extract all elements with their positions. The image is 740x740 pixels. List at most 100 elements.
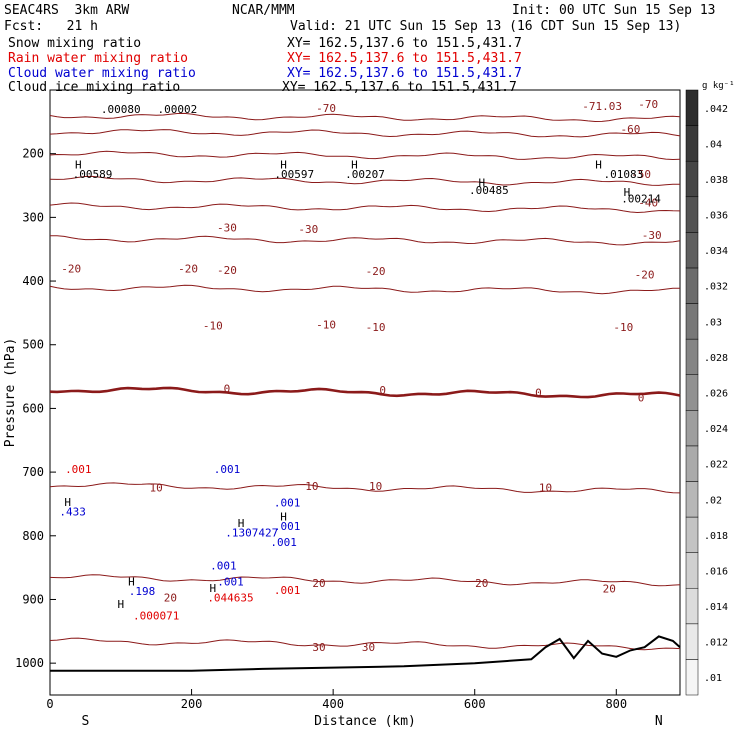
isotherm-line xyxy=(49,637,681,651)
colorbar-label: .016 xyxy=(704,566,728,577)
isotherm-label: 10 xyxy=(369,480,382,493)
maximum-value: .00597 xyxy=(274,168,314,181)
chart-title-model: SEAC4RS 3km ARW xyxy=(4,3,130,18)
isotherm-label: 0 xyxy=(638,392,645,405)
y-tick-label: 500 xyxy=(22,338,44,352)
colorbar-segment xyxy=(685,445,699,482)
colorbar-label: .032 xyxy=(704,282,728,293)
colorbar-unit: g kg⁻¹ xyxy=(702,81,735,91)
isotherm-label: -30 xyxy=(217,222,237,235)
isotherm-label: -50 xyxy=(631,168,651,181)
chart-title-init: Init: 00 UTC Sun 15 Sep 13 xyxy=(512,3,716,18)
field-label-rain: Rain water mixing ratio xyxy=(8,51,189,66)
isotherm-label: 0 xyxy=(379,384,386,397)
maximum-value: .044635 xyxy=(207,592,253,605)
colorbar-label: .042 xyxy=(704,104,728,115)
isotherm-label: -30 xyxy=(298,223,318,236)
colorbar-segment xyxy=(685,516,699,553)
colorbar-segment xyxy=(685,587,699,625)
isotherm-line xyxy=(49,386,681,399)
colorbar-label: .028 xyxy=(704,353,728,364)
maximum-marker: H xyxy=(595,159,602,172)
isotherm-label: -10 xyxy=(613,321,633,334)
colorbar-label: .01 xyxy=(704,673,722,684)
colorbar-label: .038 xyxy=(704,175,728,186)
y-tick-label: 400 xyxy=(22,274,44,288)
maximum-marker: H xyxy=(117,598,124,611)
isotherm-label: 0 xyxy=(535,387,542,400)
maximum-value: .001 xyxy=(274,520,301,533)
colorbar-segment xyxy=(685,481,699,518)
isotherm-label: -10 xyxy=(366,321,386,334)
y-tick-label: 1000 xyxy=(15,656,44,670)
isotherm-label: 20 xyxy=(312,577,325,590)
isotherm-line xyxy=(49,574,681,587)
isotherm-label: -20 xyxy=(217,264,237,277)
isotherm-label: 10 xyxy=(305,480,318,493)
isotherm-line xyxy=(49,235,681,246)
colorbar-segment xyxy=(685,267,699,304)
maximum-marker: H xyxy=(128,576,135,589)
maximum-marker: H xyxy=(64,496,71,509)
isotherm-label: -20 xyxy=(635,269,655,282)
field-label-snow: Snow mixing ratio xyxy=(8,36,142,51)
y-tick-label: 700 xyxy=(22,465,44,479)
isotherm-label: 30 xyxy=(362,641,375,654)
colorbar-label: .024 xyxy=(704,424,728,435)
colorbar-segment xyxy=(685,232,699,269)
maximum-value: .001 xyxy=(274,584,301,597)
colorbar-segment xyxy=(685,303,699,340)
y-tick-label: 300 xyxy=(22,210,44,224)
maximum-value: .001 xyxy=(217,576,244,589)
colorbar-label: .03 xyxy=(704,317,722,328)
maximum-marker: H xyxy=(75,159,82,172)
x-tick-label: 0 xyxy=(46,697,53,711)
isotherm-line xyxy=(49,284,681,295)
isotherm-label: -30 xyxy=(642,229,662,242)
isotherm-line xyxy=(49,129,681,138)
maximum-value: .00207 xyxy=(345,168,385,181)
isotherm-label: -60 xyxy=(621,123,641,136)
chart-title-valid: Valid: 21 UTC Sun 15 Sep 13 (16 CDT Sun … xyxy=(290,19,682,34)
maximum-value: .001 xyxy=(65,463,92,476)
y-tick-label: 900 xyxy=(22,592,44,606)
maximum-value: .00080 xyxy=(101,103,141,116)
colorbar-label: .04 xyxy=(704,139,722,150)
x-tick-label: 600 xyxy=(464,697,486,711)
isotherm-line xyxy=(49,150,681,161)
colorbar-segment xyxy=(685,552,699,589)
isotherm-label: -70 xyxy=(316,102,336,115)
isotherm-line xyxy=(49,482,681,494)
maximum-value: .00485 xyxy=(469,184,509,197)
maximum-value: .00589 xyxy=(73,168,113,181)
isotherm-line xyxy=(49,202,681,214)
maximum-value: .001 xyxy=(274,497,301,510)
field-xy-rain: XY= 162.5,137.6 to 151.5,431.7 xyxy=(287,51,522,66)
maximum-marker: H xyxy=(351,159,358,172)
isotherm-label: -40 xyxy=(638,197,658,210)
maximum-marker: H xyxy=(238,517,245,530)
chart-title-fcst: Fcst: 21 h xyxy=(4,19,98,34)
maximum-marker: H xyxy=(209,582,216,595)
isotherm-label: 0 xyxy=(224,383,231,396)
maximum-value: .1307427 xyxy=(225,527,278,540)
colorbar-label: .012 xyxy=(704,638,728,649)
maximum-marker: H xyxy=(624,186,631,199)
colorbar-segment xyxy=(685,160,699,198)
isotherm-label: -10 xyxy=(203,320,223,333)
colorbar-segment xyxy=(685,89,699,126)
isotherm-label: -20 xyxy=(366,265,386,278)
isotherm-label: 20 xyxy=(603,583,616,596)
isotherm-label: -71.03 xyxy=(582,100,622,113)
y-tick-label: 800 xyxy=(22,529,44,543)
maximum-value: .001 xyxy=(270,536,297,549)
colorbar-segment xyxy=(685,338,699,375)
isotherm-label: -20 xyxy=(61,262,81,275)
maximum-value: .198 xyxy=(129,585,156,598)
maximum-value: .00002 xyxy=(158,103,198,116)
maximum-value: .001 xyxy=(214,463,241,476)
colorbar-segment xyxy=(685,659,699,696)
field-label-cloud-ice: Cloud ice mixing ratio xyxy=(8,80,181,95)
isotherm-label: 10 xyxy=(539,481,552,494)
